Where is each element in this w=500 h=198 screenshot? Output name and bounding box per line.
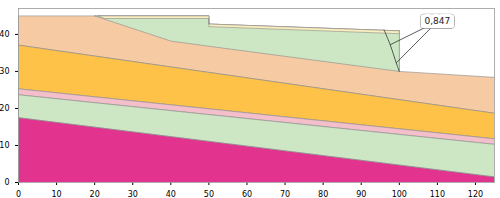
svg-text:20: 20 xyxy=(0,104,10,113)
svg-text:90: 90 xyxy=(356,190,366,198)
svg-text:30: 30 xyxy=(128,190,138,198)
svg-text:10: 10 xyxy=(0,141,10,150)
svg-text:50: 50 xyxy=(204,190,214,198)
svg-text:80: 80 xyxy=(318,190,328,198)
svg-text:10: 10 xyxy=(51,190,61,198)
svg-text:40: 40 xyxy=(166,190,176,198)
svg-text:120: 120 xyxy=(468,190,483,198)
svg-text:60: 60 xyxy=(242,190,252,198)
svg-text:70: 70 xyxy=(280,190,290,198)
svg-text:20: 20 xyxy=(90,190,100,198)
svg-text:0: 0 xyxy=(4,178,9,187)
svg-text:30: 30 xyxy=(0,67,10,76)
svg-text:100: 100 xyxy=(392,190,407,198)
svg-text:0: 0 xyxy=(16,190,21,198)
svg-text:0,847: 0,847 xyxy=(424,16,450,26)
svg-text:110: 110 xyxy=(430,190,445,198)
svg-text:40: 40 xyxy=(0,30,10,39)
